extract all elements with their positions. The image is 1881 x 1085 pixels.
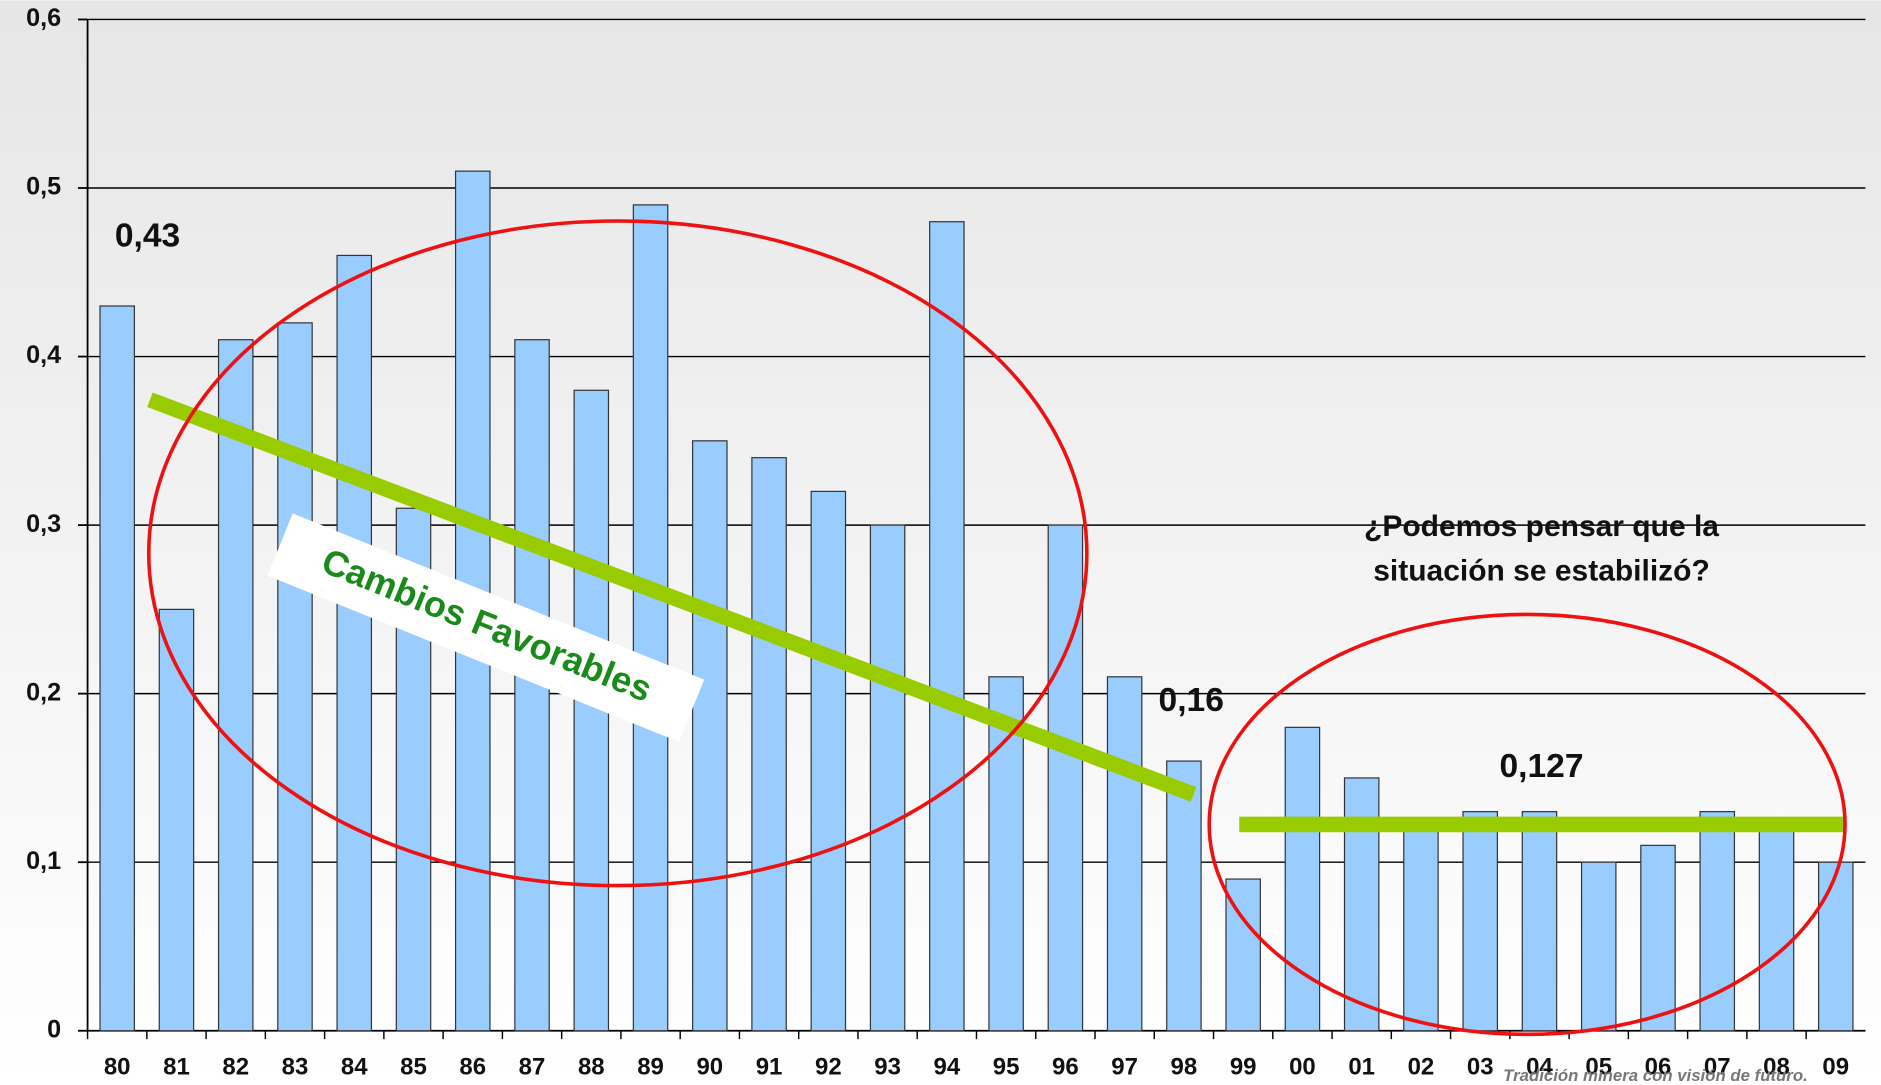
watermark: Tradición minera con visión de futuro. xyxy=(1503,1066,1808,1085)
x-tick-label: 01 xyxy=(1348,1053,1375,1080)
bar xyxy=(870,525,904,1031)
bar xyxy=(1404,828,1438,1030)
bar xyxy=(693,441,727,1031)
y-tick-label: 0,2 xyxy=(26,678,61,706)
x-tick-label: 99 xyxy=(1230,1053,1257,1080)
x-tick-label: 94 xyxy=(934,1053,961,1080)
bar xyxy=(1048,525,1082,1031)
x-tick-label: 97 xyxy=(1111,1053,1138,1080)
annotation: ¿Podemos pensar que la xyxy=(1364,510,1719,543)
x-tick-label: 85 xyxy=(400,1053,427,1080)
bar xyxy=(337,255,371,1030)
x-tick-label: 02 xyxy=(1408,1053,1435,1080)
x-tick-label: 09 xyxy=(1822,1053,1849,1080)
chart: 0 0,1 0,2 0,3 0,4 0,5 0,6 80 81 82 83 84 85 86 87 88 89 9… xyxy=(0,0,1881,1085)
x-tick-label: 00 xyxy=(1289,1053,1316,1080)
bar xyxy=(752,458,786,1031)
bar xyxy=(100,306,134,1031)
x-tick-label: 84 xyxy=(341,1053,368,1080)
y-tick-label: 0,6 xyxy=(26,4,61,32)
x-tick-label: 92 xyxy=(815,1053,842,1080)
bar xyxy=(1582,862,1616,1031)
annotation: situación se estabilizó? xyxy=(1373,554,1710,587)
annotation: 0,43 xyxy=(115,218,180,255)
bar xyxy=(1107,677,1141,1031)
x-tick-label: 80 xyxy=(104,1053,131,1080)
bar xyxy=(633,205,667,1031)
x-tick-label: 95 xyxy=(993,1053,1020,1080)
annotation: 0,127 xyxy=(1499,748,1583,785)
x-tick-label: 83 xyxy=(282,1053,309,1080)
y-tick-label: 0,1 xyxy=(26,847,61,875)
y-tick-label: 0,3 xyxy=(26,510,61,538)
x-tick-label: 88 xyxy=(578,1053,605,1080)
bar xyxy=(1285,727,1319,1030)
x-tick-label: 89 xyxy=(637,1053,664,1080)
bar xyxy=(1463,812,1497,1031)
bar xyxy=(1167,761,1201,1031)
x-tick-label: 96 xyxy=(1052,1053,1079,1080)
x-tick-label: 93 xyxy=(874,1053,901,1080)
bar xyxy=(1345,778,1379,1031)
bar xyxy=(811,491,845,1030)
y-tick-label: 0,5 xyxy=(26,173,61,201)
bar xyxy=(1641,845,1675,1030)
bar xyxy=(278,323,312,1031)
x-tick-label: 82 xyxy=(222,1053,249,1080)
x-tick-label: 86 xyxy=(459,1053,486,1080)
bar xyxy=(1819,862,1853,1031)
x-tick-label: 87 xyxy=(519,1053,546,1080)
x-tick-label: 03 xyxy=(1467,1053,1494,1080)
x-tick-label: 90 xyxy=(696,1053,723,1080)
y-tick-label: 0 xyxy=(47,1015,61,1043)
annotation: 0,16 xyxy=(1159,682,1224,719)
y-tick-label: 0,4 xyxy=(26,341,61,369)
bar xyxy=(930,222,964,1031)
bar xyxy=(1759,828,1793,1030)
bar xyxy=(159,609,193,1030)
x-tick-label: 91 xyxy=(756,1053,783,1080)
x-tick-label: 81 xyxy=(163,1053,190,1080)
bar xyxy=(1522,812,1556,1031)
x-tick-label: 98 xyxy=(1171,1053,1198,1080)
